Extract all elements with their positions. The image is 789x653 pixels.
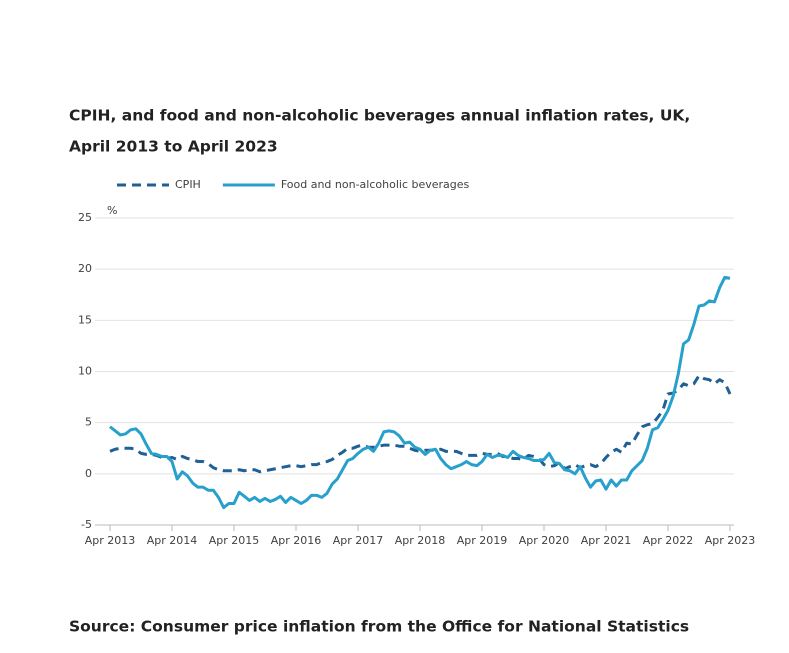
y-tick-label: 5 bbox=[85, 416, 92, 429]
x-tick-label: Apr 2018 bbox=[395, 534, 446, 547]
chart-title: April 2013 to April 2023 bbox=[69, 138, 278, 156]
x-tick-label: Apr 2021 bbox=[581, 534, 632, 547]
y-tick-label: -5 bbox=[81, 518, 92, 531]
y-tick-label: 0 bbox=[85, 467, 92, 480]
x-tick-label: Apr 2023 bbox=[705, 534, 756, 547]
y-tick-label: 20 bbox=[78, 262, 92, 275]
y-axis-label: % bbox=[107, 204, 117, 217]
x-tick-label: Apr 2022 bbox=[643, 534, 694, 547]
legend-label: CPIH bbox=[175, 178, 201, 191]
y-tick-label: 15 bbox=[78, 313, 92, 326]
chart-title: CPIH, and food and non-alcoholic beverag… bbox=[69, 107, 690, 125]
x-tick-label: Apr 2015 bbox=[209, 534, 260, 547]
x-tick-label: Apr 2019 bbox=[457, 534, 508, 547]
x-tick-label: Apr 2017 bbox=[333, 534, 384, 547]
legend-label: Food and non-alcoholic beverages bbox=[281, 178, 470, 191]
x-tick-label: Apr 2014 bbox=[147, 534, 198, 547]
x-tick-label: Apr 2016 bbox=[271, 534, 322, 547]
x-tick-label: Apr 2020 bbox=[519, 534, 570, 547]
series-line bbox=[109, 275, 731, 510]
source: Source: Consumer price inflation from th… bbox=[69, 618, 689, 636]
series-line bbox=[109, 374, 732, 474]
x-tick-label: Apr 2013 bbox=[85, 534, 136, 547]
y-tick-label: 10 bbox=[78, 365, 92, 378]
y-tick-label: 25 bbox=[78, 211, 92, 224]
